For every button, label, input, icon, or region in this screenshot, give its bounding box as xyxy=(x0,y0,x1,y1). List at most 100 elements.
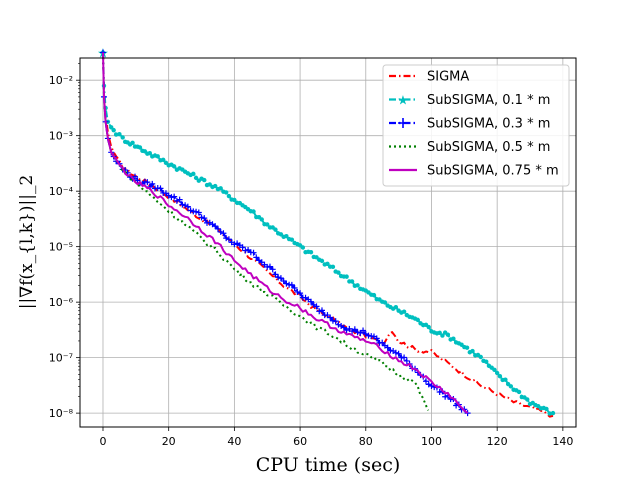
series-marker xyxy=(384,344,391,351)
series-marker xyxy=(259,217,264,222)
series-marker xyxy=(220,230,227,237)
x-tick-label: 0 xyxy=(99,435,106,448)
series-marker xyxy=(316,308,323,315)
series-marker xyxy=(149,180,156,187)
series-marker xyxy=(184,203,191,210)
series-marker xyxy=(171,164,177,169)
series-marker xyxy=(355,283,360,288)
series-marker xyxy=(332,318,339,325)
series-marker xyxy=(525,397,530,402)
series-marker xyxy=(223,190,229,195)
y-axis: 10⁻⁸ 10⁻⁷ 10⁻⁶ 10⁻⁵ 10⁻⁴ 10⁻³ 10⁻² xyxy=(49,63,80,420)
series-marker xyxy=(330,264,336,270)
series-marker xyxy=(231,241,238,248)
x-tick-label: 60 xyxy=(293,435,307,448)
series-4 xyxy=(102,52,469,414)
series-marker xyxy=(269,266,276,273)
series-marker xyxy=(360,327,367,334)
series-marker xyxy=(395,350,402,357)
series-marker xyxy=(137,145,143,150)
series-marker xyxy=(144,179,151,186)
series-marker xyxy=(403,357,410,364)
series-marker xyxy=(547,411,552,416)
series-marker xyxy=(428,382,435,389)
legend-item: SubSIGMA, 0.3 * m xyxy=(389,117,550,132)
legend-item: SIGMA xyxy=(389,70,469,85)
series-marker xyxy=(327,314,334,321)
x-axis-label: CPU time (sec) xyxy=(256,454,401,476)
series-marker xyxy=(349,279,355,284)
series-marker xyxy=(497,373,503,379)
series-marker xyxy=(251,209,256,214)
series-marker xyxy=(308,249,314,255)
series-marker xyxy=(393,304,399,310)
series-marker xyxy=(464,345,470,350)
series-marker xyxy=(300,245,306,250)
series-marker xyxy=(218,186,223,191)
series-marker xyxy=(373,335,380,342)
series-marker xyxy=(392,349,399,356)
series-marker xyxy=(440,333,445,338)
legend-label: SIGMA xyxy=(427,70,469,85)
series-marker xyxy=(289,237,295,242)
series-marker xyxy=(343,327,350,334)
series-marker xyxy=(297,290,304,297)
series-marker xyxy=(191,171,196,177)
series-marker xyxy=(453,402,460,409)
x-tick-label: 20 xyxy=(162,435,176,448)
plot-frame xyxy=(79,57,577,428)
x-tick-label: 100 xyxy=(421,435,442,448)
series-marker xyxy=(214,225,221,232)
series-marker xyxy=(179,201,186,208)
y-tick-label: 10⁻⁴ xyxy=(49,185,74,198)
series-marker xyxy=(198,214,205,221)
series-marker xyxy=(195,209,202,216)
series-marker xyxy=(291,285,298,292)
series-3 xyxy=(102,52,430,411)
series-marker xyxy=(155,154,160,159)
series-marker xyxy=(283,280,290,287)
series-marker xyxy=(415,317,420,323)
x-axis: 0 20 40 60 80 100 120 140 xyxy=(99,427,573,448)
series-line xyxy=(102,52,469,414)
legend-label: SubSIGMA, 0.3 * m xyxy=(427,117,550,132)
series-marker xyxy=(288,281,295,288)
series-marker xyxy=(147,151,153,156)
y-tick-label: 10⁻⁶ xyxy=(49,296,74,309)
series-marker xyxy=(382,300,388,305)
series-marker xyxy=(132,173,139,180)
series-marker xyxy=(157,185,164,192)
series-marker xyxy=(325,261,330,267)
series-marker xyxy=(277,275,284,282)
series-marker xyxy=(266,263,273,270)
series-marker xyxy=(217,228,224,235)
series-marker xyxy=(173,197,180,204)
series-marker xyxy=(265,222,270,227)
legend-box xyxy=(382,64,570,187)
series-marker xyxy=(426,324,431,330)
series-marker xyxy=(193,175,199,181)
series-marker xyxy=(550,410,556,416)
series-marker xyxy=(161,157,166,162)
series-marker xyxy=(308,298,315,305)
legend-marker xyxy=(398,118,408,128)
series-marker xyxy=(344,274,349,279)
series-marker xyxy=(239,244,246,251)
series-marker xyxy=(294,288,301,295)
series-marker xyxy=(284,234,289,239)
series-marker xyxy=(193,208,200,215)
series-marker xyxy=(354,329,361,336)
series-marker xyxy=(478,354,483,360)
series-marker xyxy=(187,207,194,214)
series-marker xyxy=(464,410,471,417)
x-tick-label: 140 xyxy=(552,435,573,448)
series-marker xyxy=(319,258,325,264)
series-marker xyxy=(437,330,442,335)
series-marker xyxy=(226,193,232,199)
series-marker xyxy=(544,406,549,412)
series-marker xyxy=(273,227,278,232)
series-marker xyxy=(340,324,347,331)
y-tick-label: 10⁻⁸ xyxy=(49,407,74,420)
legend-label: SubSIGMA, 0.5 * m xyxy=(427,140,550,155)
